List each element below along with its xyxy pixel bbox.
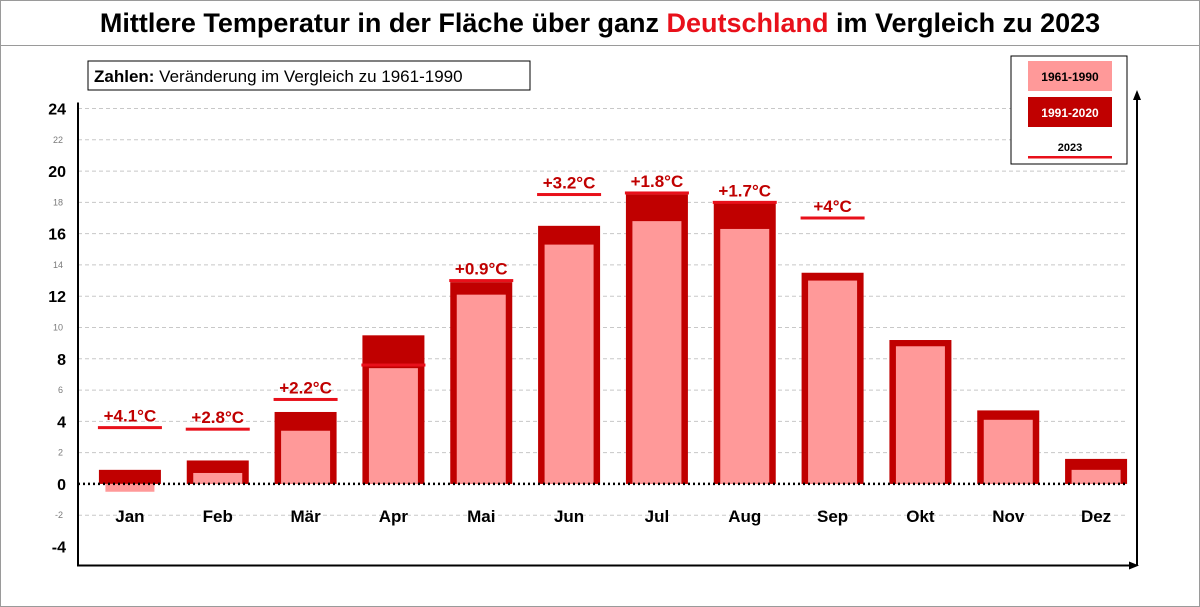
bar-1961-1990 [1071, 469, 1121, 484]
grid-lines [78, 108, 1127, 516]
x-tick-label: Okt [906, 507, 935, 526]
marker-2023 [537, 193, 602, 197]
x-tick-label: Aug [728, 507, 761, 526]
marker-2023 [712, 200, 777, 204]
x-tick-label: Jan [115, 507, 144, 526]
y-tick-label-minor: 22 [53, 135, 63, 145]
y-tick-label: 20 [48, 164, 66, 181]
title-bar: Mittlere Temperatur in der Fläche über g… [1, 1, 1199, 46]
legend-line-2023 [1028, 156, 1112, 159]
x-tick-label: Apr [379, 507, 409, 526]
change-label: +0.2°C [367, 344, 420, 363]
title-text-end: im Vergleich zu 2023 [828, 8, 1101, 38]
y-tick-label-minor: -2 [55, 510, 63, 520]
change-label: +1.8°C [631, 172, 684, 191]
legend-swatch-1961-1990 [1028, 61, 1112, 91]
chart-title: Mittlere Temperatur in der Fläche über g… [100, 8, 1100, 38]
title-text-start: Mittlere Temperatur in der Fläche über g… [99, 8, 667, 38]
bar-1961-1990 [720, 228, 770, 484]
change-label: +2.2°C [279, 378, 332, 397]
x-tick-label: Mär [290, 507, 321, 526]
bar-1961-1990 [105, 483, 155, 492]
y-tick-label: -4 [52, 540, 66, 557]
x-tick-label: Feb [203, 507, 233, 526]
bar-1961-1990 [193, 472, 243, 484]
note-body: Veränderung im Vergleich zu 1961-1990 [154, 67, 462, 86]
bar-1961-1990 [632, 221, 682, 484]
bar-1961-1990 [456, 294, 506, 484]
change-label: +4°C [813, 197, 851, 216]
y-tick-label: 24 [48, 102, 66, 119]
marker-2023 [361, 363, 426, 367]
marker-2023 [185, 427, 250, 431]
change-label: +3.2°C [543, 174, 596, 193]
legend-label-1961-1990: 1961-1990 [1041, 70, 1099, 84]
marker-2023 [97, 426, 162, 430]
y-tick-label: 8 [57, 352, 66, 369]
x-tick-label: Jul [645, 507, 670, 526]
bar-1961-1990 [368, 368, 418, 484]
legend-swatch-1991-2020 [1028, 97, 1112, 127]
note-text: Zahlen: Veränderung im Vergleich zu 1961… [94, 67, 463, 86]
y-tick-label-minor: 18 [53, 197, 63, 207]
y-tick-label-minor: 6 [58, 385, 63, 395]
change-label: +2.8°C [191, 408, 244, 427]
note-box: Zahlen: Veränderung im Vergleich zu 1961… [87, 60, 531, 91]
change-label: +4.1°C [104, 407, 157, 426]
bar-1961-1990 [983, 419, 1033, 484]
legend: 1961-1990 1991-2020 2023 [1010, 55, 1128, 165]
labels: -4 0 4 8 12 16 20 24 -2 2 6 10 14 18 22 +4.1°C Jan +2.8°C… [48, 102, 1111, 557]
bars [97, 191, 1128, 492]
note-bold: Zahlen: [94, 67, 154, 86]
y-tick-label-minor: 14 [53, 260, 63, 270]
y-tick-label: 12 [48, 289, 66, 306]
axes [77, 90, 1141, 570]
change-label: +0.9°C [455, 260, 508, 279]
x-tick-label: Dez [1081, 507, 1111, 526]
marker-2023 [449, 279, 514, 283]
bar-1961-1990 [281, 430, 331, 484]
y-tick-label-minor: 10 [53, 323, 63, 333]
title-highlight: Deutschland [666, 8, 829, 38]
bar-1961-1990 [544, 244, 594, 484]
bar-1961-1990 [895, 346, 945, 484]
y-tick-label: 0 [57, 477, 66, 494]
x-tick-label: Nov [992, 507, 1025, 526]
y-tick-label-minor: 2 [58, 448, 63, 458]
change-label: +1.7°C [718, 181, 771, 200]
marker-2023 [273, 397, 338, 401]
marker-2023 [800, 216, 865, 220]
bar-1991-2020 [98, 469, 161, 484]
x-tick-label: Mai [467, 507, 495, 526]
x-tick-label: Jun [554, 507, 584, 526]
marker-2023 [624, 191, 689, 195]
bar-1961-1990 [808, 280, 858, 484]
legend-label-2023: 2023 [1058, 142, 1082, 154]
y-tick-label: 16 [48, 227, 66, 244]
x-tick-label: Sep [817, 507, 848, 526]
legend-label-1991-2020: 1991-2020 [1041, 106, 1099, 120]
y-tick-label: 4 [57, 414, 66, 431]
